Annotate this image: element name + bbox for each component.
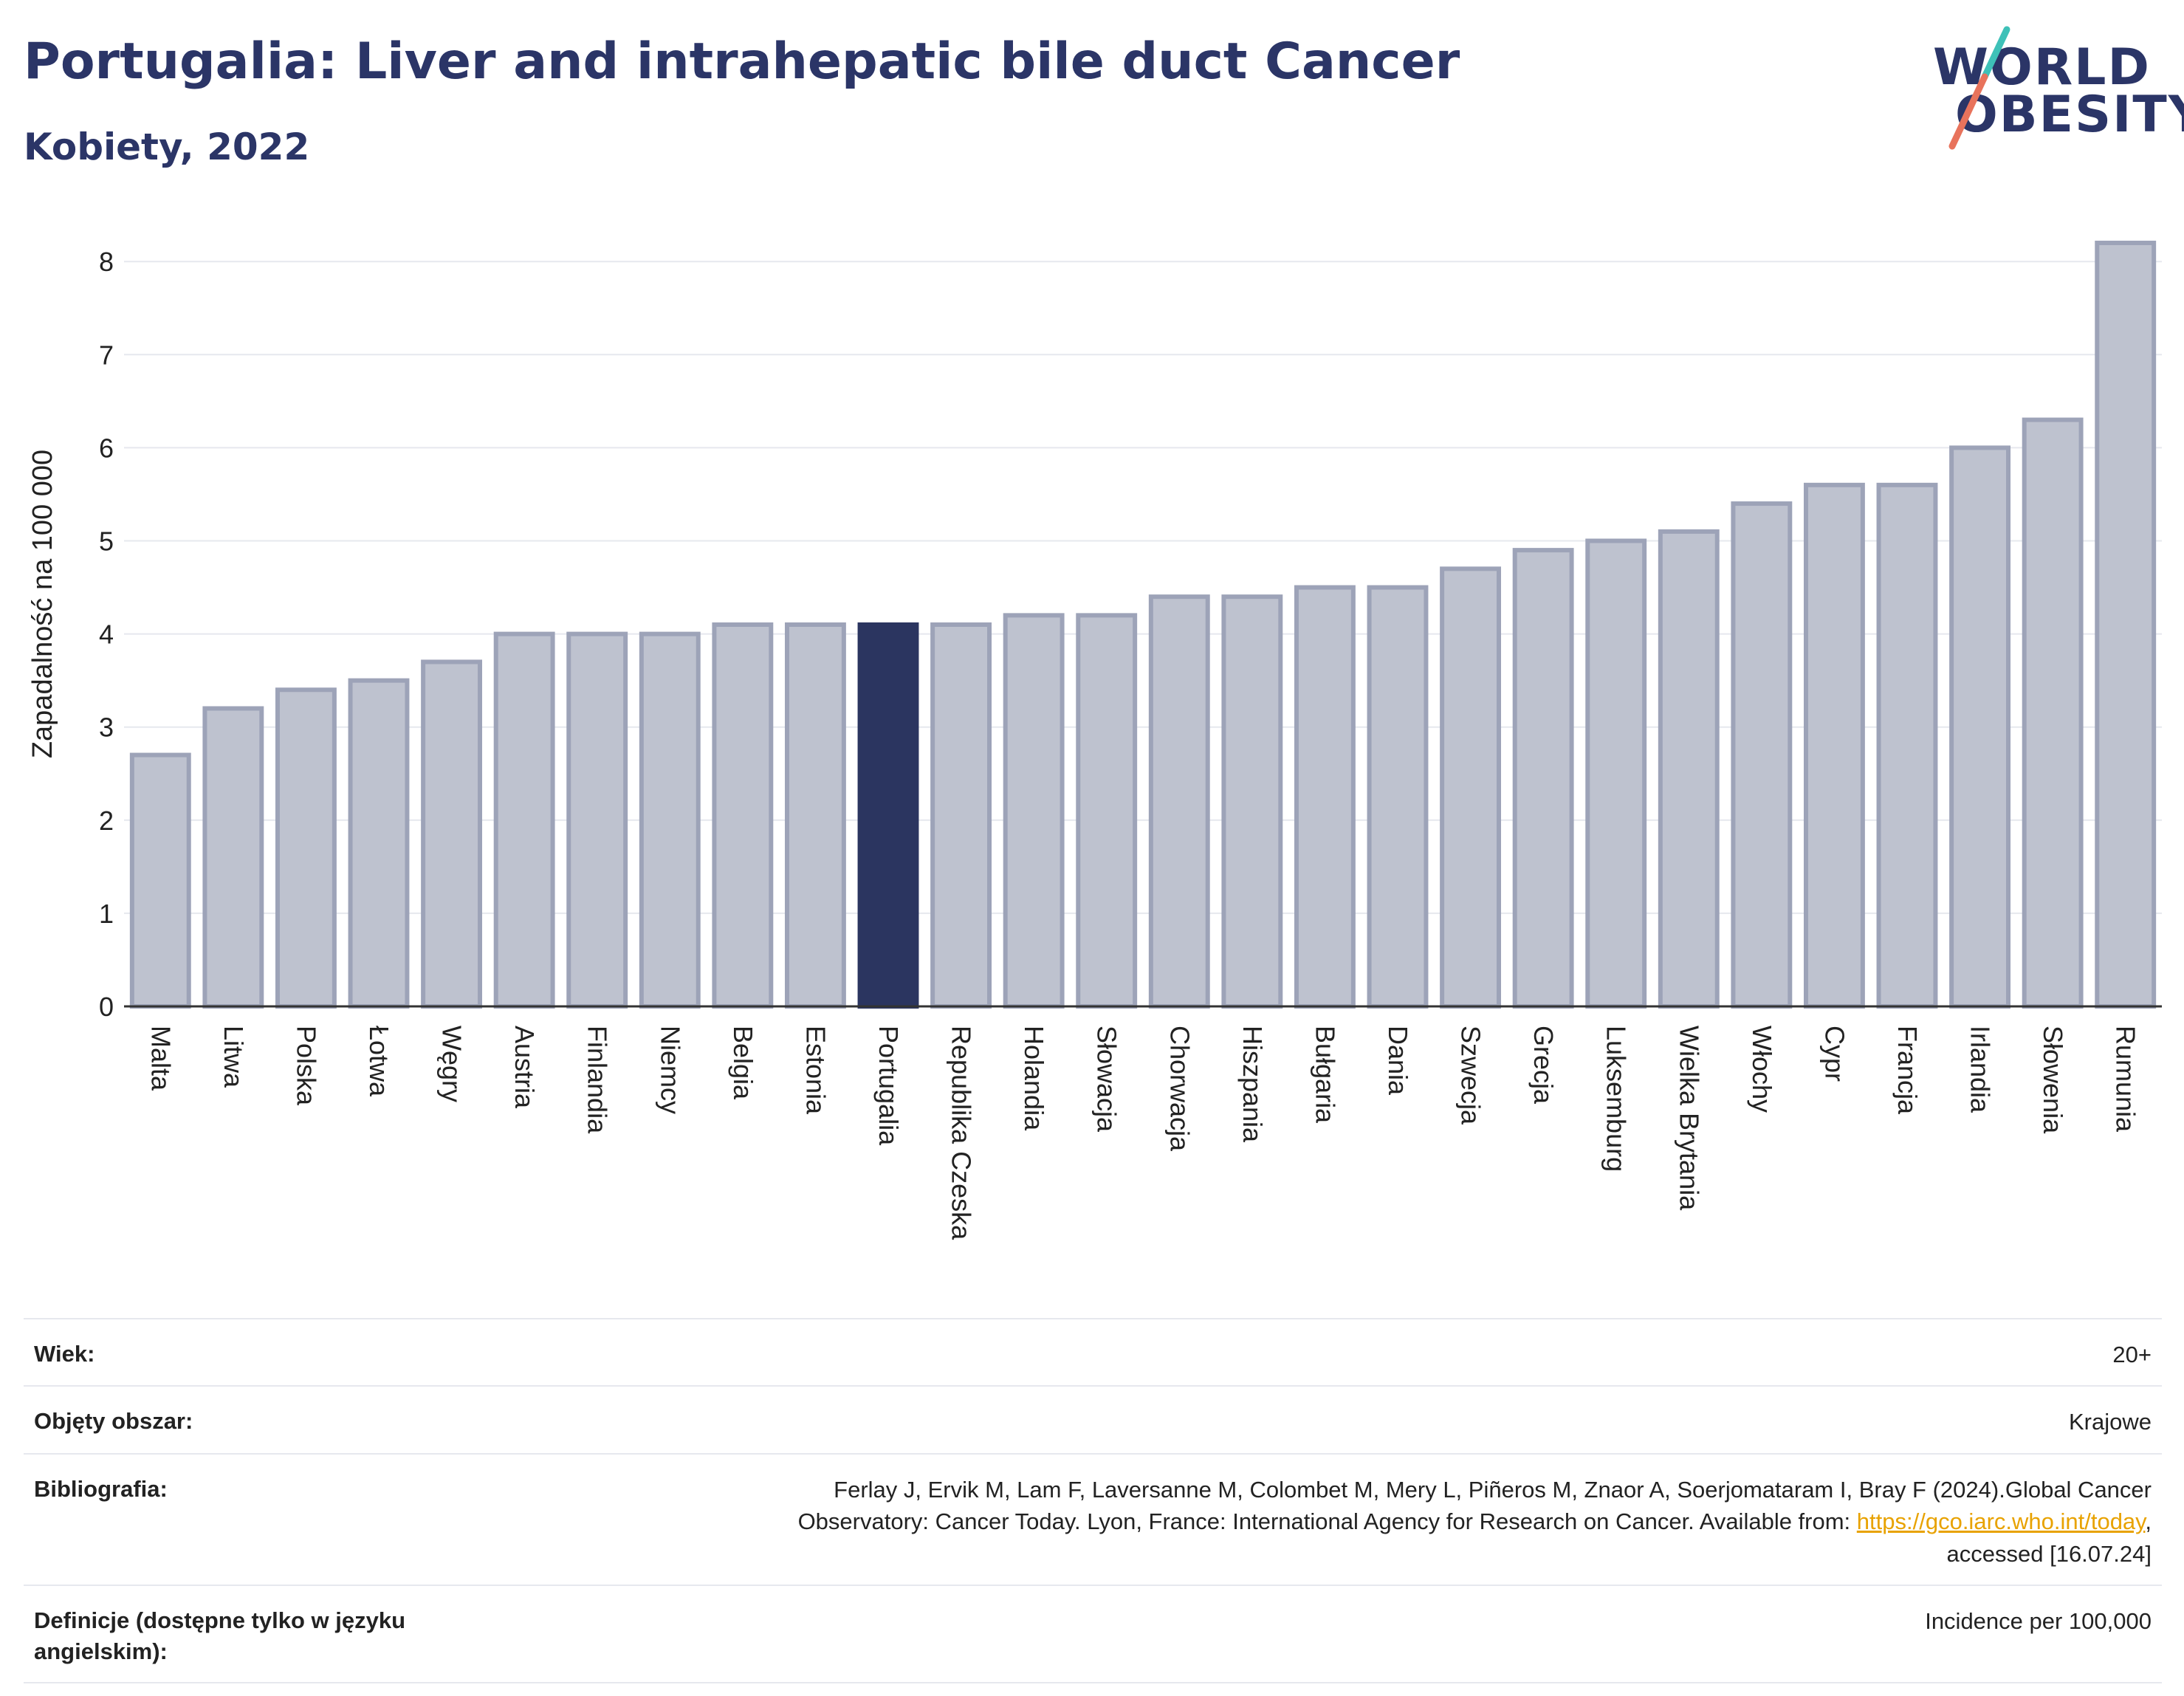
meta-value-age: 20+: [2112, 1342, 2152, 1367]
bar-Litwa[interactable]: [202, 706, 264, 1009]
x-tick-label: Słowacja: [1092, 1026, 1122, 1133]
bar-Irlandia[interactable]: [1949, 445, 2011, 1009]
bar-Słowenia[interactable]: [2022, 417, 2084, 1009]
metadata-table: Wiek: 20+ Objęty obszar: Krajowe Bibliog…: [24, 1318, 2162, 1683]
bar-Węgry[interactable]: [421, 659, 483, 1009]
x-tick-label: Austria: [509, 1026, 540, 1109]
x-tick-label: Irlandia: [1965, 1026, 1996, 1113]
x-tick-label: Niemcy: [655, 1026, 685, 1114]
meta-row-coverage: Objęty obszar: Krajowe: [24, 1385, 2162, 1452]
x-tick-label: Hiszpania: [1237, 1026, 1268, 1143]
x-tick-label: Słowenia: [2038, 1026, 2068, 1134]
meta-value-coverage: Krajowe: [2069, 1409, 2152, 1435]
bar-Cypr[interactable]: [1803, 482, 1865, 1009]
page-title: Portugalia: Liver and intrahepatic bile …: [24, 32, 1460, 91]
bar-Portugalia[interactable]: [857, 622, 919, 1009]
y-tick-label: 0: [99, 992, 114, 1022]
x-tick-label: Belgia: [728, 1026, 758, 1100]
bar-Polska[interactable]: [275, 687, 337, 1009]
logo-line2: OBESITY: [1955, 86, 2184, 144]
x-tick-label: Szwecja: [1456, 1026, 1486, 1125]
bar-Austria[interactable]: [493, 631, 555, 1009]
x-tick-label: Rumunia: [2111, 1026, 2141, 1133]
bar-Wielka Brytania[interactable]: [1658, 529, 1720, 1009]
x-tick-label: Chorwacja: [1164, 1026, 1195, 1152]
bar-Luksemburg[interactable]: [1585, 538, 1647, 1009]
y-tick-label: 6: [99, 433, 114, 463]
x-tick-label: Łotwa: [364, 1026, 394, 1097]
x-tick-label: Litwa: [219, 1026, 249, 1088]
y-tick-label: 7: [99, 340, 114, 370]
bar-Hiszpania[interactable]: [1221, 594, 1283, 1009]
y-tick-label: 1: [99, 899, 114, 929]
x-tick-label: Cypr: [1819, 1026, 1850, 1082]
source-link[interactable]: https://gco.iarc.who.int/today: [1856, 1508, 2146, 1535]
bar-Grecja[interactable]: [1512, 548, 1574, 1009]
world-obesity-logo: WORLD OBESITY: [1920, 22, 2184, 155]
y-tick-label: 8: [99, 247, 114, 277]
x-axis-labels: Malta Litwa Polska Łotwa Węgry Austria Finland…: [145, 1026, 2140, 1240]
bar-Łotwa[interactable]: [348, 678, 410, 1009]
y-axis-label: Zapadalność na 100 000: [27, 450, 58, 758]
bar-Finlandia[interactable]: [566, 631, 628, 1009]
bars: [129, 240, 2157, 1009]
bar-Niemcy[interactable]: [639, 631, 701, 1009]
bibliography-text-3: accessed [16.07.24]: [1946, 1540, 2152, 1567]
x-tick-label: Dania: [1383, 1026, 1413, 1096]
meta-label-bibliography: Bibliografia:: [34, 1475, 168, 1502]
meta-label-definitions: Definicje (dostępne tylko w języku angie…: [34, 1607, 406, 1664]
meta-row-definitions: Definicje (dostępne tylko w języku angie…: [24, 1584, 2162, 1683]
bibliography-text-2: Observatory: Cancer Today. Lyon, France:…: [797, 1508, 1857, 1535]
y-tick-label: 4: [99, 619, 114, 650]
x-tick-label: Węgry: [437, 1026, 467, 1102]
x-tick-label: Włochy: [1747, 1026, 1777, 1113]
logo-slash-icon: [1948, 26, 2010, 150]
bar-Rumunia[interactable]: [2095, 240, 2157, 1009]
x-tick-label: Polska: [291, 1026, 321, 1106]
bar-Malta[interactable]: [129, 752, 191, 1009]
x-tick-label: Wielka Brytania: [1674, 1026, 1704, 1211]
x-tick-label: Francja: [1892, 1026, 1923, 1115]
meta-value-definitions: Incidence per 100,000: [1925, 1607, 2152, 1634]
bar-Francja[interactable]: [1876, 482, 1938, 1009]
page-subtitle: Kobiety, 2022: [24, 126, 310, 168]
x-tick-label: Luksemburg: [1601, 1026, 1632, 1172]
bar-Chorwacja[interactable]: [1148, 594, 1210, 1009]
bar-Estonia[interactable]: [784, 622, 846, 1009]
x-tick-label: Republika Czeska: [947, 1026, 977, 1240]
x-tick-label: Estonia: [800, 1026, 831, 1115]
bar-Dania[interactable]: [1367, 585, 1429, 1009]
bar-Republika Czeska[interactable]: [930, 622, 992, 1009]
bar-Włochy[interactable]: [1731, 501, 1793, 1009]
y-axis-ticks: 0 1 2 3 4 5 6 7 8: [99, 247, 114, 1022]
x-tick-label: Bułgaria: [1310, 1026, 1340, 1124]
bar-Szwecja[interactable]: [1440, 566, 1502, 1009]
y-tick-label: 5: [99, 526, 114, 557]
bar-chart: 0 1 2 3 4 5 6 7 8 Malta Litwa Polska Łotwa Węgry Aust…: [27, 240, 2162, 1240]
bar-Bułgaria[interactable]: [1294, 585, 1356, 1009]
meta-label-coverage: Objęty obszar:: [34, 1408, 193, 1435]
x-tick-label: Malta: [145, 1026, 176, 1091]
x-tick-label: Grecja: [1528, 1026, 1559, 1105]
x-tick-label: Portugalia: [873, 1026, 904, 1146]
meta-row-age: Wiek: 20+: [24, 1318, 2162, 1385]
y-tick-label: 3: [99, 713, 114, 743]
logo-line1: WORLD: [1933, 38, 2151, 97]
bibliography-text-1: Ferlay J, Ervik M, Lam F, Laversanne M, …: [834, 1476, 2152, 1503]
bar-Belgia[interactable]: [712, 622, 774, 1009]
meta-value-bibliography: Ferlay J, Ervik M, Lam F, Laversanne M, …: [798, 1474, 2152, 1570]
x-tick-label: Finlandia: [583, 1026, 613, 1134]
x-tick-label: Holandia: [1019, 1026, 1049, 1131]
bar-Holandia[interactable]: [1003, 613, 1065, 1009]
bibliography-comma: ,: [2145, 1508, 2152, 1535]
y-tick-label: 2: [99, 806, 114, 836]
bar-Słowacja[interactable]: [1076, 613, 1138, 1009]
meta-row-bibliography: Bibliografia: Ferlay J, Ervik M, Lam F, …: [24, 1452, 2162, 1585]
meta-label-age: Wiek:: [34, 1341, 95, 1367]
